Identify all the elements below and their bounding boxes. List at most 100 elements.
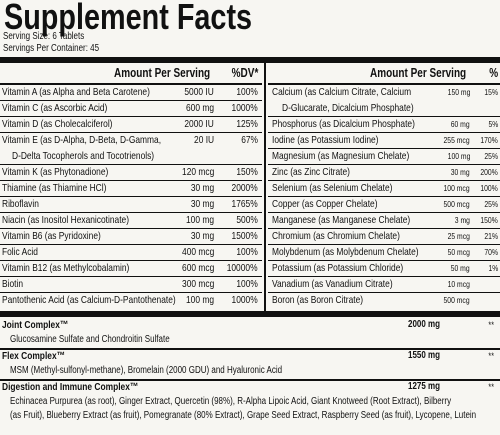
header-rule (268, 83, 500, 85)
nutrient-amount: 30 mg (451, 167, 470, 177)
nutrient-name: Potassium (as Potassium Chloride) (272, 262, 404, 274)
nutrient-dv: 2000% (231, 182, 258, 194)
nutrient-dv: 67% (241, 134, 258, 146)
row-rule (268, 147, 500, 149)
nutrient-dv: 1500% (231, 230, 258, 242)
row-rule (0, 291, 262, 293)
nutrient-amount: 50 mg (451, 263, 470, 273)
nutrient-name: Vitamin K (as Phytonadione) (2, 166, 109, 178)
column-header: %DV* (231, 66, 258, 80)
nutrient-dv: 150% (236, 166, 258, 178)
nutrient-amount: 500 mcg (443, 199, 470, 209)
nutrient-name: D-Delta Tocopherols and Tocotrienols) (12, 150, 155, 162)
nutrient-amount: 100 mg (185, 214, 214, 226)
nutrient-name: Vitamin B12 (as Methylcobalamin) (2, 262, 130, 274)
column-header: % (489, 66, 498, 80)
row-rule (268, 243, 500, 245)
nutrient-dv: 15% (484, 87, 498, 97)
nutrient-name: Selenium (as Selenium Chelate) (272, 182, 393, 194)
thick-rule (0, 57, 500, 63)
nutrient-amount: 20 IU (193, 134, 214, 146)
nutrient-name: Vitamin A (as Alpha and Beta Carotene) (2, 86, 150, 98)
nutrient-name: Copper (as Copper Chelate) (272, 198, 378, 210)
complex-ingredients: Glucosamine Sulfate and Chondroitin Sulf… (10, 334, 170, 345)
row-rule (0, 227, 262, 229)
nutrient-dv: 100% (480, 183, 498, 193)
nutrient-name: Biotin (2, 278, 24, 290)
row-rule (268, 259, 500, 261)
complex-dv: ** (488, 351, 494, 361)
row-rule (268, 115, 500, 117)
row-rule (0, 131, 262, 133)
nutrient-dv: 10000% (227, 262, 258, 274)
nutrient-dv: 25% (484, 151, 498, 161)
nutrient-dv: 100% (236, 86, 258, 98)
nutrient-dv: 1% (488, 263, 498, 273)
nutrient-amount: 100 mg (185, 294, 214, 306)
complex-name: Flex Complex™ (2, 350, 66, 362)
complex-ingredients: MSM (Methyl-sulfonyl-methane), Bromelain… (10, 365, 283, 376)
row-rule (0, 211, 262, 213)
complex-amount: 1275 mg (407, 381, 440, 392)
nutrient-name: Zinc (as Zinc Citrate) (272, 166, 350, 178)
nutrient-amount: 100 mcg (443, 183, 470, 193)
title: Supplement Facts (4, 0, 253, 37)
nutrient-amount: 400 mcg (181, 246, 214, 258)
complex-name: Joint Complex™ (2, 319, 69, 331)
row-rule (268, 163, 500, 165)
nutrient-name: D-Glucarate, Dicalcium Phosphate) (282, 102, 414, 114)
nutrient-dv: 500% (236, 214, 258, 226)
nutrient-name: Magnesium (as Magnesium Chelate) (272, 150, 410, 162)
nutrient-name: Vitamin B6 (as Pyridoxine) (2, 230, 101, 242)
header-rule (0, 83, 262, 85)
complex-dv: ** (488, 382, 494, 392)
nutrient-amount: 255 mcg (443, 135, 470, 145)
row-rule (0, 179, 262, 181)
nutrient-name: Vitamin E (as D-Alpha, D-Beta, D-Gamma, (2, 134, 162, 146)
row-rule (0, 115, 262, 117)
nutrient-name: Boron (as Boron Citrate) (272, 294, 364, 306)
nutrient-name: Chromium (as Chromium Chelate) (272, 230, 400, 242)
nutrient-amount: 600 mcg (181, 262, 214, 274)
complex-amount: 2000 mg (407, 319, 440, 330)
complex-rule (0, 348, 500, 350)
row-rule (268, 211, 500, 213)
nutrient-name: Riboflavin (2, 198, 39, 210)
complex-ingredients: (as Fruit), Blueberry Extract (as fruit)… (10, 410, 477, 421)
nutrient-name: Phosphorus (as Dicalcium Phosphate) (272, 118, 415, 130)
nutrient-dv: 21% (484, 231, 498, 241)
nutrient-dv: 100% (236, 246, 258, 258)
row-rule (268, 195, 500, 197)
complex-amount: 1550 mg (407, 350, 440, 361)
nutrient-amount: 2000 IU (184, 118, 214, 130)
complex-dv: ** (488, 320, 494, 330)
row-rule (268, 275, 500, 277)
nutrient-amount: 30 mg (190, 230, 214, 242)
nutrient-dv: 1765% (231, 198, 258, 210)
row-rule (268, 131, 500, 133)
nutrient-amount: 30 mg (190, 198, 214, 210)
nutrient-amount: 60 mg (451, 119, 470, 129)
complex-rule (0, 379, 500, 381)
row-rule (0, 243, 262, 245)
nutrient-amount: 25 mcg (447, 231, 470, 241)
row-rule (0, 259, 262, 261)
nutrient-dv: 125% (236, 118, 258, 130)
serving-size: Serving Size: 6 Tablets (3, 31, 85, 42)
row-rule (268, 179, 500, 181)
nutrient-amount: 3 mg (454, 215, 470, 225)
row-rule (268, 227, 500, 229)
nutrient-dv: 1000% (231, 102, 258, 114)
nutrient-dv: 150% (480, 215, 498, 225)
column-header: Amount Per Serving (113, 66, 210, 80)
nutrient-name: Pantothenic Acid (as Calcium-D-Pantothen… (2, 294, 176, 306)
row-rule (268, 291, 500, 293)
nutrient-dv: 200% (480, 167, 498, 177)
complex-name: Digestion and Immune Complex™ (2, 381, 139, 393)
nutrient-amount: 50 mcg (447, 247, 470, 257)
complex-ingredients: Echinacea Purpurea (as root), Ginger Ext… (10, 396, 452, 407)
nutrient-dv: 170% (480, 135, 498, 145)
servings-per-container: Servings Per Container: 45 (3, 43, 100, 54)
nutrient-amount: 600 mg (185, 102, 214, 114)
